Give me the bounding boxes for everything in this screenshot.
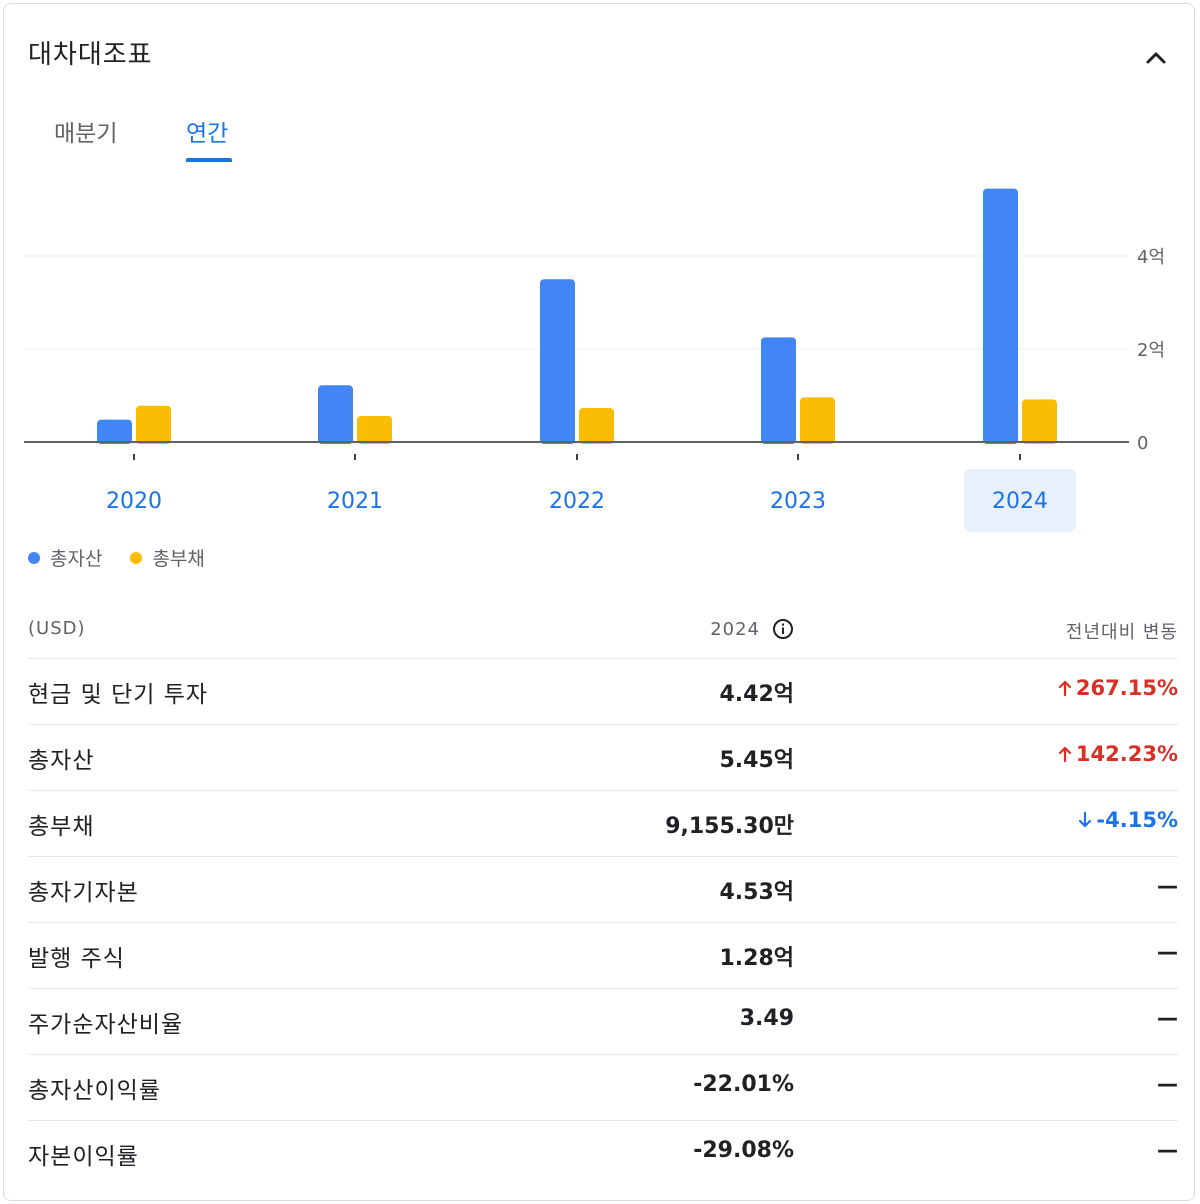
- legend-item-total-assets: 총자산: [28, 544, 102, 571]
- y-tick-label: 0: [1137, 433, 1148, 454]
- change-text: —: [1157, 874, 1178, 898]
- bar-total-assets-2020[interactable]: [97, 419, 132, 444]
- section-title: 대차대조표: [28, 40, 153, 70]
- currency-unit: (USD): [28, 618, 86, 639]
- table-row: 총부채 9,155.30만 -4.15%: [28, 790, 1178, 856]
- row-label: 총자기자본: [28, 880, 139, 906]
- row-label: 현금 및 단기 투자: [28, 682, 209, 708]
- balance-sheet-card: 대차대조표 매분기 연간 0 2억 4억 2020 2021 2022 2023 2024 총…: [3, 3, 1195, 1201]
- table-row: 총자기자본 4.53억 —: [28, 856, 1178, 922]
- legend-label: 총부채: [152, 548, 205, 570]
- row-label: 총자산: [28, 748, 95, 774]
- change-text: 267.15%: [1075, 676, 1178, 700]
- row-label: 주가순자산비율: [28, 1012, 184, 1038]
- change-text: -4.15%: [1096, 808, 1178, 832]
- chart-legend: 총자산 총부채: [28, 544, 233, 571]
- balance-sheet-table: 현금 및 단기 투자 4.42억 267.15% 총자산 5.45억 142.23% 총부채…: [28, 658, 1178, 1186]
- table-row: 현금 및 단기 투자 4.42억 267.15%: [28, 658, 1178, 724]
- row-change: —: [1157, 1138, 1178, 1162]
- bar-total-assets-2023[interactable]: [761, 337, 796, 444]
- row-value: 3.49: [739, 1006, 794, 1031]
- collapse-button[interactable]: [1140, 42, 1172, 74]
- bar-total-liabilities-2020[interactable]: [136, 405, 171, 444]
- bar-total-assets-2022[interactable]: [540, 279, 575, 444]
- balance-sheet-chart: 0 2억 4억 2020 2021 2022 2023 2024: [24, 188, 1165, 532]
- x-tick-label-2023[interactable]: 2023: [770, 489, 826, 514]
- row-value: 1.28억: [719, 946, 794, 971]
- bar-total-liabilities-2023[interactable]: [800, 397, 835, 444]
- bar-total-assets-2021[interactable]: [318, 385, 353, 444]
- row-value: -29.08%: [693, 1138, 794, 1163]
- tab-annual[interactable]: 연간: [186, 121, 229, 147]
- selected-year-highlight: [964, 469, 1076, 532]
- legend-dot-yellow: [130, 551, 143, 564]
- row-change: 142.23%: [1057, 742, 1178, 766]
- row-value: -22.01%: [693, 1072, 794, 1097]
- change-text: —: [1157, 1138, 1178, 1162]
- info-icon[interactable]: [772, 618, 794, 640]
- row-change: -4.15%: [1077, 808, 1178, 832]
- tab-quarterly[interactable]: 매분기: [54, 121, 118, 147]
- legend-dot-blue: [28, 551, 40, 564]
- active-tab-indicator: [186, 158, 232, 162]
- year-header-label: 2024: [710, 618, 760, 640]
- x-tick-label-2020[interactable]: 2020: [106, 489, 162, 514]
- arrow-up-icon: [1058, 680, 1072, 697]
- change-text: —: [1157, 1072, 1178, 1096]
- row-label: 자본이익률: [28, 1144, 139, 1170]
- bar-total-assets-2024[interactable]: [983, 188, 1018, 444]
- table-row: 총자산이익률 -22.01% —: [28, 1054, 1178, 1120]
- bar-total-liabilities-2021[interactable]: [357, 415, 392, 444]
- row-change: —: [1157, 940, 1178, 964]
- row-value: 4.53억: [719, 880, 794, 905]
- row-label: 발행 주식: [28, 946, 125, 972]
- change-text: 142.23%: [1075, 742, 1178, 766]
- chevron-up-icon: [1146, 52, 1166, 64]
- y-tick-label: 4억: [1137, 247, 1165, 268]
- x-tick-label-2024[interactable]: 2024: [992, 489, 1048, 514]
- row-label: 총부채: [28, 814, 95, 840]
- table-row: 자본이익률 -29.08% —: [28, 1120, 1178, 1186]
- bar-total-liabilities-2024[interactable]: [1022, 399, 1057, 444]
- row-value: 9,155.30만: [665, 814, 794, 839]
- row-value: 5.45억: [719, 748, 794, 773]
- table-row: 발행 주식 1.28억 —: [28, 922, 1178, 988]
- change-text: —: [1157, 940, 1178, 964]
- row-label: 총자산이익률: [28, 1078, 161, 1104]
- y-tick-label: 2억: [1137, 340, 1165, 361]
- yoy-change-header: 전년대비 변동: [1065, 622, 1178, 643]
- row-change: —: [1157, 1072, 1178, 1096]
- row-value: 4.42억: [719, 682, 794, 707]
- row-change: 267.15%: [1057, 676, 1178, 700]
- row-change: —: [1157, 1006, 1178, 1030]
- bar-total-liabilities-2022[interactable]: [579, 408, 614, 444]
- legend-item-total-liabilities: 총부채: [130, 544, 205, 571]
- arrow-down-icon: [1079, 811, 1092, 828]
- legend-label: 총자산: [50, 548, 103, 570]
- table-row: 주가순자산비율 3.49 —: [28, 988, 1178, 1054]
- change-text: —: [1157, 1006, 1178, 1030]
- x-tick-label-2022[interactable]: 2022: [549, 489, 605, 514]
- x-tick-label-2021[interactable]: 2021: [327, 489, 383, 514]
- table-row: 총자산 5.45억 142.23%: [28, 724, 1178, 790]
- year-header: 2024: [710, 618, 794, 640]
- table-header: (USD) 2024 전년대비 변동: [28, 610, 1178, 658]
- arrow-up-icon: [1058, 746, 1072, 763]
- row-change: —: [1157, 874, 1178, 898]
